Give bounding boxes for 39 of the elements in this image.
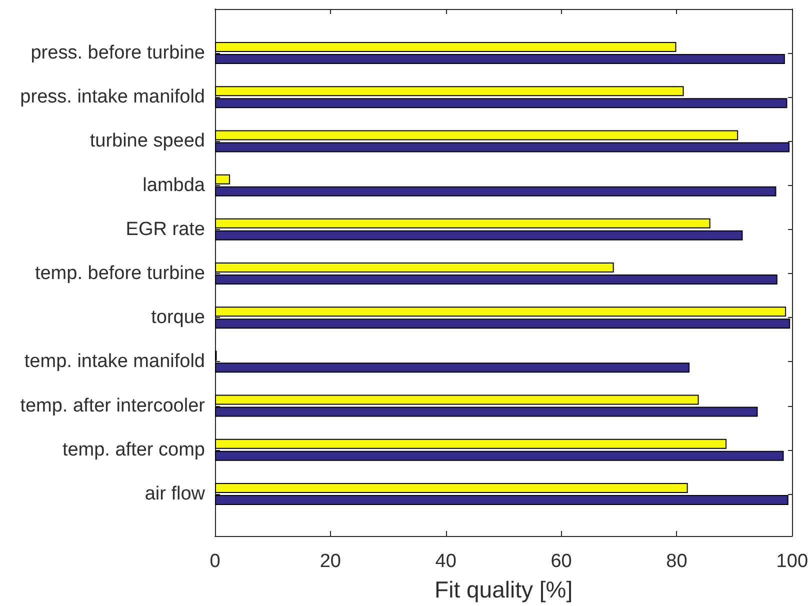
- bar: [215, 174, 230, 184]
- bar: [215, 42, 676, 52]
- x-tick-label: 20: [320, 551, 341, 572]
- x-tick-label: 80: [666, 551, 688, 572]
- x-axis-title: Fit quality [%]: [434, 576, 573, 602]
- y-tick-label: torque: [151, 307, 205, 328]
- bar: [215, 230, 743, 240]
- x-tick-label: 40: [435, 551, 456, 572]
- bar: [215, 406, 758, 417]
- bar: [215, 130, 738, 140]
- y-tick-label: temp. intake manifold: [24, 351, 205, 372]
- bar: [215, 86, 684, 96]
- y-tick-label: EGR rate: [126, 218, 205, 240]
- bar: [215, 362, 690, 373]
- y-tick-label: press. before turbine: [30, 42, 205, 64]
- bar: [215, 438, 727, 449]
- bar: [215, 318, 790, 329]
- bar: [215, 306, 786, 317]
- y-tick-label: press. intake manifold: [20, 86, 205, 108]
- bar: [215, 218, 710, 228]
- bar: [215, 54, 785, 64]
- x-tick-label: 60: [550, 551, 572, 572]
- y-tick-label: temp. after comp: [62, 439, 205, 460]
- y-tick-label: temp. before turbine: [34, 263, 205, 284]
- bar: [215, 262, 614, 272]
- y-tick-label: turbine speed: [90, 130, 205, 152]
- bar: [215, 142, 790, 152]
- x-tick-label: 100: [776, 551, 808, 572]
- bar: [215, 450, 784, 461]
- bar: [215, 494, 788, 505]
- bar: [215, 482, 688, 493]
- bar: [215, 186, 776, 196]
- y-tick-label: temp. after intercooler: [20, 395, 206, 416]
- y-tick-label: air flow: [144, 483, 206, 504]
- bar: [215, 394, 699, 405]
- y-tick-label: lambda: [142, 174, 206, 196]
- bar: [215, 98, 788, 108]
- x-tick-label: 0: [210, 551, 220, 572]
- bar: [215, 274, 778, 284]
